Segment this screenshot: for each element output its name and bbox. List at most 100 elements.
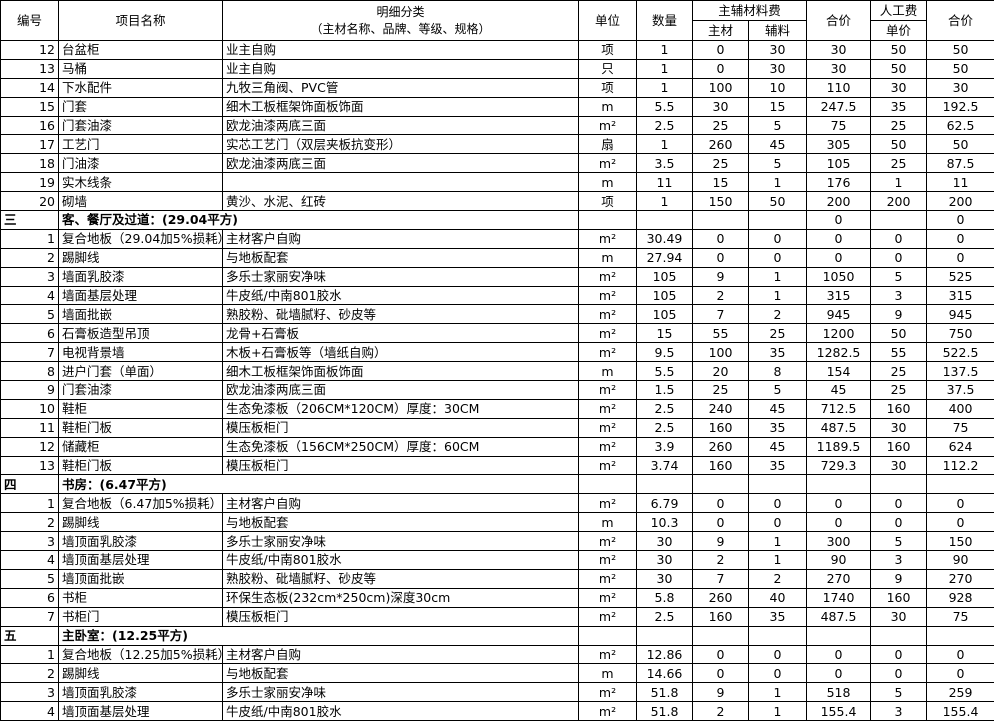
table-cell: 台盆柜 [58, 40, 223, 60]
table-row: 1 复合地板（12.25加5%损耗） 主材客户自购 m² 12.86 0 0 0 0 0 [0, 644, 994, 665]
table-cell: 90 [806, 550, 872, 570]
table-cell: 1189.5 [806, 436, 872, 457]
table-cell: 2 [692, 701, 749, 721]
header-cell: 人工费 [870, 0, 928, 21]
table-cell: 928 [926, 587, 994, 608]
table-cell: 环保生态板(232cm*250cm)深度30cm [222, 587, 579, 608]
table-cell: 项 [578, 40, 637, 60]
table-cell: 生态免漆板（206CM*120CM）厚度：30CM [222, 398, 579, 419]
table-cell: 11 [926, 172, 994, 193]
table-cell: 0 [926, 210, 994, 230]
table-cell: 0 [926, 663, 994, 684]
table-cell: 160 [692, 455, 749, 476]
table-cell: 0 [926, 493, 994, 514]
table-cell: 鞋柜门板 [58, 417, 223, 438]
table-cell: 10.3 [636, 512, 693, 533]
table-cell: 400 [926, 398, 994, 419]
table-cell: 260 [692, 587, 749, 608]
table-cell: 2 [0, 663, 59, 684]
table-cell: 11 [0, 417, 59, 438]
table-cell: 扇 [578, 134, 637, 155]
section-number: 五 [0, 625, 59, 646]
table-cell: 100 [692, 77, 749, 98]
table-cell: 9 [0, 380, 59, 400]
header-text: （主材名称、品牌、等级、规格） [310, 21, 491, 36]
table-cell: 0 [747, 493, 808, 514]
table-cell: 30 [806, 40, 872, 60]
table-cell: m [578, 247, 637, 268]
table-cell: 3 [870, 550, 928, 570]
table-cell: 522.5 [926, 342, 994, 363]
table-cell: 50 [870, 323, 928, 344]
table-cell: 与地板配套 [222, 512, 579, 533]
table-cell [636, 474, 693, 495]
table-cell: 5.8 [636, 587, 693, 608]
table-cell: 487.5 [806, 606, 872, 627]
table-cell: 1050 [806, 266, 872, 287]
table-cell: 51.8 [636, 701, 693, 721]
table-cell: 9 [692, 531, 749, 552]
table-row: 三客、餐厅及过道：(29.04平方) 0 0 [0, 210, 994, 230]
table-cell: 50 [926, 134, 994, 155]
table-cell: 欧龙油漆两底三面 [222, 380, 579, 400]
table-cell: 墙顶面乳胶漆 [58, 682, 223, 703]
table-row: 2 踢脚线 与地板配套 m 10.3 0 0 0 0 0 [0, 512, 994, 533]
table-cell: 45 [747, 436, 808, 457]
table-cell: 487.5 [806, 417, 872, 438]
table-cell: 门套 [58, 96, 223, 117]
table-cell: 6.79 [636, 493, 693, 514]
table-cell: 3 [0, 266, 59, 287]
table-cell: 门套油漆 [58, 115, 223, 136]
table-cell [747, 625, 808, 646]
table-cell: 踢脚线 [58, 247, 223, 268]
table-cell: 多乐士家丽安净味 [222, 266, 579, 287]
table-cell [692, 210, 749, 230]
table-cell: 1200 [806, 323, 872, 344]
table-row: 2 踢脚线 与地板配套 m 14.66 0 0 0 0 0 [0, 663, 994, 684]
table-cell: 4 [0, 550, 59, 570]
table-cell [636, 625, 693, 646]
table-cell: 160 [692, 417, 749, 438]
table-cell: 龙骨+石膏板 [222, 323, 579, 344]
table-cell: 电视背景墙 [58, 342, 223, 363]
table-cell [926, 474, 994, 495]
table-cell: 熟胶粉、砒墙腻籽、砂皮等 [222, 304, 579, 325]
table-cell: 13 [0, 455, 59, 476]
table-row: 五主卧室：(12.25平方) [0, 625, 994, 646]
table-cell: m² [578, 587, 637, 608]
table-cell: 0 [870, 512, 928, 533]
table-cell: 牛皮纸/中南801胶水 [222, 701, 579, 721]
section-title: 客、餐厅及过道：(29.04平方) [58, 210, 579, 230]
table-cell: 0 [870, 493, 928, 514]
table-cell: 176 [806, 172, 872, 193]
table-cell: 62.5 [926, 115, 994, 136]
table-row: 5 墙顶面批嵌 熟胶粉、砒墙腻籽、砂皮等 m² 30 7 2 270 9 270 [0, 568, 994, 589]
table-cell: 石膏板造型吊顶 [58, 323, 223, 344]
table-cell: 主材客户自购 [222, 228, 579, 249]
table-cell: 105 [636, 266, 693, 287]
table-cell: 19 [0, 172, 59, 193]
table-cell: 2 [0, 247, 59, 268]
table-cell: 5.5 [636, 96, 693, 117]
table-cell: m² [578, 644, 637, 665]
table-cell: 马桶 [58, 58, 223, 79]
header-cell: 单价 [870, 20, 928, 41]
table-cell: 0 [806, 210, 872, 230]
table-cell [692, 625, 749, 646]
table-cell: m² [578, 493, 637, 514]
table-row: 四书房：(6.47平方) [0, 474, 994, 495]
table-cell: 0 [870, 247, 928, 268]
table-cell: 5 [0, 568, 59, 589]
table-cell: 0 [692, 247, 749, 268]
table-cell: 0 [692, 512, 749, 533]
header-cell: 主辅材料费 [691, 0, 808, 21]
table-row: 2 踢脚线 与地板配套 m 27.94 0 0 0 0 0 [0, 247, 994, 268]
table-cell: 2 [747, 568, 808, 589]
table-cell: 欧龙油漆两底三面 [222, 115, 579, 136]
table-cell: 200 [870, 191, 928, 212]
table-cell: 2.5 [636, 606, 693, 627]
table-cell: 30 [870, 77, 928, 98]
table-cell: 50 [747, 191, 808, 212]
table-cell: 5.5 [636, 361, 693, 382]
table-cell: 105 [636, 285, 693, 306]
